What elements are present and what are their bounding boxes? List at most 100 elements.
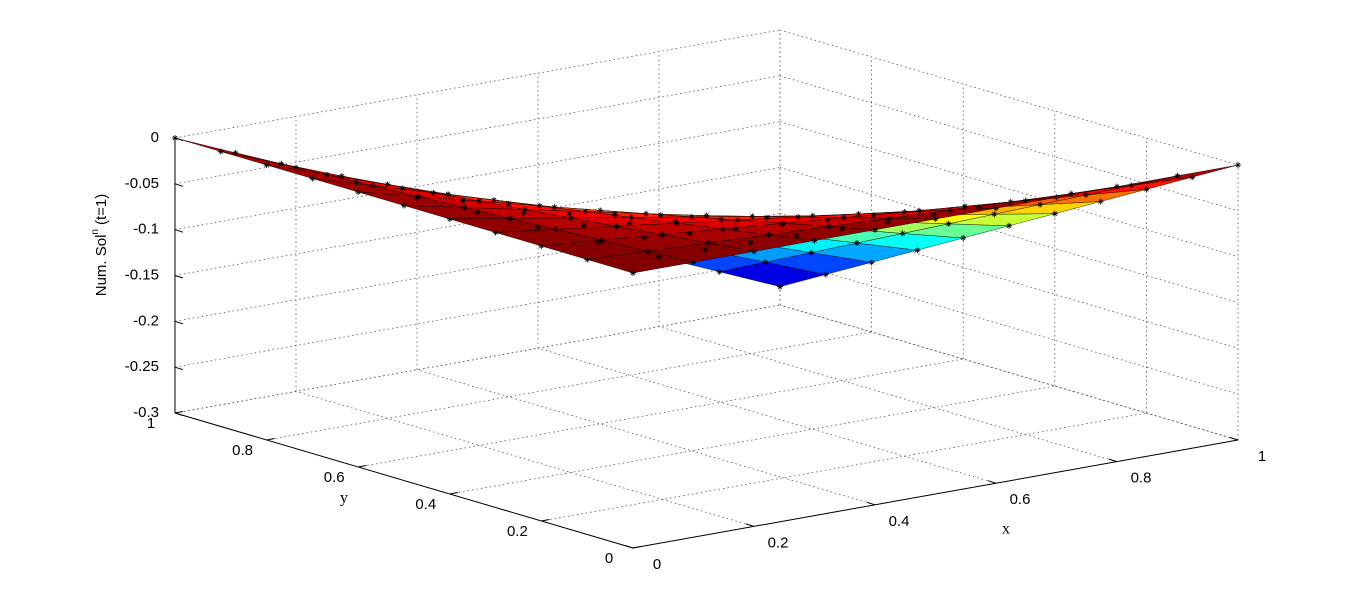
vertex-marker — [1053, 194, 1060, 201]
z-tick-label: -0.1 — [133, 221, 159, 238]
vertex-marker — [446, 216, 453, 222]
grid-line — [449, 385, 1055, 495]
vertex-marker — [566, 210, 573, 217]
vertex-marker — [459, 197, 466, 204]
vertex-marker — [749, 213, 756, 220]
grid-line — [174, 258, 781, 368]
vertex-marker — [1128, 182, 1135, 189]
vertex-marker — [369, 182, 376, 189]
vertex-marker — [945, 220, 952, 227]
vertex-marker — [657, 212, 664, 218]
z-axis-label: Num. Soln (t=1) — [90, 194, 110, 297]
z-tick-label: -0.15 — [125, 266, 159, 283]
x-tick — [1229, 437, 1239, 441]
z-tick — [174, 412, 184, 416]
vertex-marker — [644, 248, 651, 255]
vertex-marker — [764, 214, 770, 221]
vertex-marker — [520, 210, 527, 216]
z-tick — [174, 366, 184, 371]
vertex-marker — [1114, 183, 1120, 190]
y-tick — [632, 546, 642, 549]
vertex-marker — [872, 226, 878, 233]
z-tick — [174, 275, 184, 279]
vertex-marker — [507, 215, 514, 222]
vertex-marker — [355, 189, 362, 195]
vertex-marker — [659, 231, 666, 238]
vertex-marker — [993, 205, 999, 212]
y-tick-label: 0.2 — [507, 523, 528, 540]
vertex-marker — [809, 212, 816, 219]
vertex-marker — [687, 230, 694, 237]
vertex-marker — [672, 218, 679, 225]
vertex-marker — [626, 220, 633, 227]
vertex-marker — [961, 203, 968, 210]
vertex-marker — [584, 256, 591, 263]
vertex-marker — [597, 207, 604, 214]
vertex-marker — [868, 259, 875, 266]
vertex-marker — [293, 164, 299, 171]
vertex-marker — [492, 229, 499, 236]
y-tick — [449, 492, 458, 495]
grid-line — [779, 212, 1239, 349]
grid-line — [174, 29, 781, 139]
vertex-marker — [278, 160, 285, 167]
vertex-marker — [476, 198, 483, 205]
grid-line — [295, 391, 755, 527]
z-tick — [174, 229, 184, 233]
z-tick-label: -0.25 — [125, 358, 159, 375]
x-axis-line — [632, 439, 1239, 549]
x-tick-label: 0.6 — [1010, 491, 1031, 508]
vertex-marker — [567, 214, 574, 221]
vertex-marker — [611, 211, 618, 218]
vertex-marker — [641, 234, 648, 241]
x-tick — [745, 523, 755, 527]
vertex-marker — [716, 268, 723, 275]
grid-line — [779, 29, 1239, 166]
vertex-marker — [703, 212, 710, 219]
grid-line — [779, 167, 1239, 303]
vertex-marker — [172, 135, 178, 141]
z-tick — [174, 183, 184, 187]
grid-line — [779, 304, 1239, 441]
vertex-marker — [780, 220, 787, 227]
x-tick-label: 0.8 — [1131, 470, 1152, 487]
surface-patch — [174, 137, 282, 164]
vertex-marker — [538, 243, 545, 249]
vertex-marker — [811, 237, 818, 244]
vertex-marker — [430, 189, 437, 196]
vertex-marker — [338, 173, 345, 180]
surface — [172, 135, 1241, 290]
z-tick-label: 0 — [151, 129, 159, 146]
x-tick — [1108, 458, 1118, 463]
vertex-marker — [217, 148, 224, 155]
vertex-marker — [914, 247, 921, 254]
y-tick-label: 0.8 — [232, 442, 253, 459]
x-tick — [987, 480, 997, 484]
grid-line — [174, 121, 781, 231]
vertex-marker — [932, 216, 939, 222]
vertex-marker — [1082, 192, 1089, 198]
vertex-marker — [1143, 186, 1150, 193]
surface-patch — [235, 152, 342, 177]
grid-line — [541, 412, 1147, 522]
x-axis-label: x — [1002, 521, 1010, 538]
vertex-marker — [824, 216, 831, 223]
vertex-marker — [705, 240, 712, 247]
vertex-marker — [762, 259, 769, 266]
vertex-marker — [1022, 197, 1029, 204]
vertex-marker — [535, 224, 541, 231]
vertex-marker — [582, 208, 589, 215]
vertex-marker — [793, 232, 800, 239]
vertex-marker — [1235, 162, 1241, 168]
vertex-marker — [690, 259, 697, 266]
vertex-marker — [1068, 190, 1075, 197]
x-tick-label: 0.4 — [889, 513, 910, 530]
vertex-marker — [795, 214, 802, 220]
vertex-marker — [1006, 222, 1012, 229]
vertex-marker — [960, 235, 967, 241]
vertex-marker — [490, 197, 497, 203]
vertex-marker — [732, 225, 739, 232]
vertex-marker — [855, 210, 862, 217]
grid-line — [266, 331, 872, 441]
vertex-marker — [719, 226, 726, 232]
